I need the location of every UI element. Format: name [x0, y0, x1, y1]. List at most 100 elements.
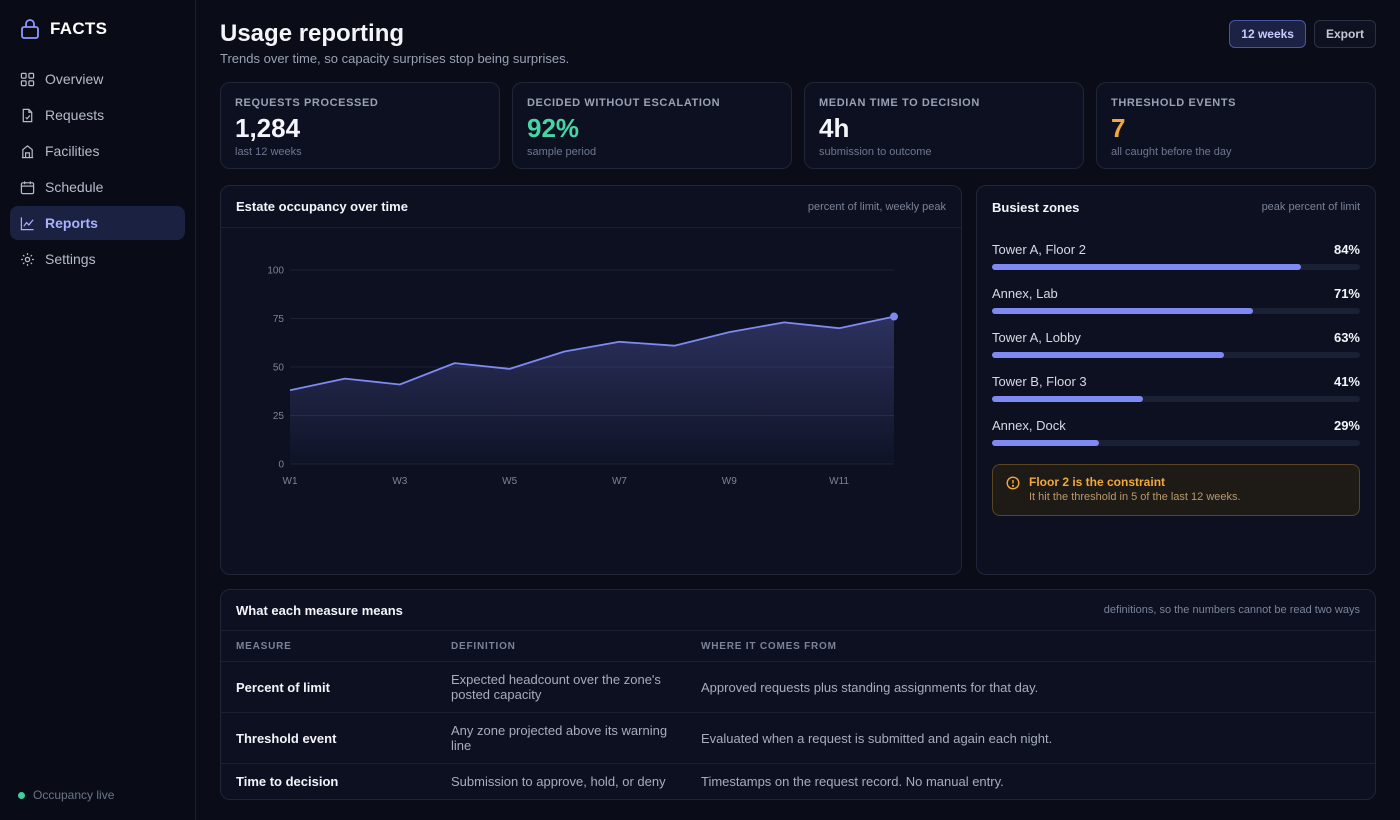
stat-value: 1,284: [235, 113, 301, 143]
stat-label: THRESHOLD EVENTS: [1111, 97, 1237, 109]
zone-bar-track: [992, 396, 1360, 402]
stat-card-requests: REQUESTS PROCESSED 1,284 last 12 weeks: [220, 82, 500, 169]
stat-card-median-time: MEDIAN TIME TO DECISION 4h submission to…: [804, 82, 1084, 169]
export-button[interactable]: Export: [1313, 20, 1376, 48]
zone-percent: 29%: [1333, 418, 1360, 433]
sidebar-item-schedule[interactable]: Schedule: [10, 170, 185, 204]
x-tick-label: W9: [722, 476, 737, 487]
sidebar: FACTS Overview Requests Facilities: [0, 0, 196, 820]
stat-note: all caught before the day: [1111, 146, 1232, 158]
table-header: MEASURE DEFINITION WHERE IT COMES FROM: [221, 631, 1375, 662]
alert-title: Floor 2 is the constraint: [1029, 475, 1166, 489]
zone-name: Tower A, Lobby: [992, 330, 1081, 345]
y-tick-label: 50: [273, 363, 285, 374]
sidebar-item-label: Schedule: [45, 179, 104, 195]
gear-icon: [21, 252, 34, 266]
measure-cell: Percent of limit: [236, 679, 330, 695]
zone-bar-track: [992, 308, 1360, 314]
zone-name: Annex, Lab: [992, 286, 1058, 301]
occupancy-chart-card: Estate occupancy over time percent of li…: [220, 185, 962, 575]
sidebar-item-settings[interactable]: Settings: [10, 242, 185, 276]
definition-cell: Submission to approve, hold, or deny: [451, 774, 666, 789]
x-tick-label: W5: [502, 476, 517, 487]
y-tick-label: 25: [273, 411, 285, 422]
table-row: Time to decision Submission to approve, …: [221, 764, 1375, 799]
header-actions: 12 weeks Export: [1229, 20, 1376, 48]
occupancy-area: [290, 316, 894, 464]
zone-bar-track: [992, 352, 1360, 358]
range-button[interactable]: 12 weeks: [1229, 20, 1306, 48]
column-header-definition: DEFINITION: [451, 640, 516, 652]
table-row: Percent of limit Expected headcount over…: [221, 662, 1375, 713]
measure-cell: Time to decision: [236, 774, 339, 789]
measure-cell: Threshold event: [236, 730, 337, 746]
stat-cards: REQUESTS PROCESSED 1,284 last 12 weeks D…: [220, 82, 1376, 169]
sidebar-item-requests[interactable]: Requests: [10, 98, 185, 132]
zone-percent: 71%: [1333, 286, 1360, 301]
source-cell: Timestamps on the request record. No man…: [701, 774, 1004, 789]
occupancy-line: [289, 315, 895, 392]
page-title: Usage reporting: [220, 20, 405, 47]
zone-bar-fill: [992, 440, 1099, 446]
stat-note: sample period: [527, 146, 597, 158]
card-header: Estate occupancy over time percent of li…: [221, 186, 961, 228]
zone-bar-track: [992, 440, 1360, 446]
stat-label: DECIDED WITHOUT ESCALATION: [527, 97, 721, 109]
zone-name: Tower B, Floor 3: [992, 374, 1087, 389]
card-title: What each measure means: [236, 602, 403, 618]
calendar-icon: [20, 180, 35, 194]
sidebar-item-label: Facilities: [45, 143, 100, 159]
definition-cell: Any zone projected above its warning lin…: [451, 723, 668, 753]
sidebar-item-reports[interactable]: Reports: [10, 206, 185, 240]
stat-note: last 12 weeks: [235, 146, 302, 158]
y-tick-label: 75: [273, 314, 285, 325]
stat-label: MEDIAN TIME TO DECISION: [819, 97, 980, 109]
sidebar-nav: Overview Requests Facilities Schedule Re…: [10, 62, 185, 278]
sidebar-item-label: Overview: [45, 71, 104, 87]
y-tick-label: 100: [267, 266, 284, 277]
occupancy-chart: 0 25 50 75 100 W1 W3 W5 W7 W9 W11: [267, 266, 898, 487]
source-cell: Evaluated when a request is submitted an…: [701, 730, 1053, 746]
stat-value: 92%: [527, 113, 580, 143]
zone-bar-fill: [992, 264, 1302, 270]
sidebar-item-facilities[interactable]: Facilities: [10, 134, 185, 168]
building-icon: [21, 144, 34, 158]
source-cell: Approved requests plus standing assignme…: [701, 679, 1039, 695]
zone-bar-track: [992, 264, 1360, 270]
column-header-source: WHERE IT COMES FROM: [701, 640, 837, 652]
alert-body: It hit the threshold in 5 of the last 12…: [1029, 491, 1241, 503]
zone-row: Tower B, Floor 3 41%: [992, 374, 1360, 402]
zone-bar-fill: [992, 352, 1224, 358]
sidebar-item-overview[interactable]: Overview: [10, 62, 185, 96]
stat-card-escalation: DECIDED WITHOUT ESCALATION 92% sample pe…: [512, 82, 792, 169]
sidebar-item-label: Settings: [45, 251, 96, 267]
stat-value: 7: [1111, 113, 1126, 143]
card-header: Busiest zones peak percent of limit: [977, 186, 1375, 228]
grid-icon: [20, 72, 35, 86]
zone-name: Tower A, Floor 2: [992, 242, 1086, 257]
brand[interactable]: FACTS: [20, 18, 107, 40]
main-content: Usage reporting Trends over time, so cap…: [220, 0, 1376, 820]
x-tick-label: W7: [612, 476, 627, 487]
zone-row: Annex, Dock 29%: [992, 418, 1360, 446]
stat-note: submission to outcome: [819, 146, 932, 158]
zone-row: Tower A, Floor 2 84%: [992, 242, 1360, 270]
stat-card-threshold: THRESHOLD EVENTS 7 all caught before the…: [1096, 82, 1376, 169]
occupancy-live-status: Occupancy live: [18, 788, 114, 802]
column-header-measure: MEASURE: [236, 640, 292, 652]
zone-percent: 63%: [1333, 330, 1360, 345]
lock-icon: [21, 19, 39, 39]
card-header: What each measure means definitions, so …: [221, 590, 1375, 631]
zone-bar-fill: [992, 308, 1254, 314]
x-tick-label: W11: [829, 476, 849, 487]
y-tick-label: 0: [278, 460, 284, 471]
constraint-alert: Floor 2 is the constraint It hit the thr…: [992, 464, 1360, 516]
card-title: Estate occupancy over time: [236, 199, 408, 214]
latest-point[interactable]: [890, 312, 898, 321]
definitions-card: What each measure means definitions, so …: [220, 589, 1376, 800]
page-subtitle: Trends over time, so capacity surprises …: [220, 51, 570, 66]
card-hint: peak percent of limit: [1261, 201, 1360, 213]
brand-name: FACTS: [50, 19, 108, 38]
zone-row: Tower A, Lobby 63%: [992, 330, 1360, 358]
busiest-zones-card: Busiest zones peak percent of limit Towe…: [976, 185, 1376, 575]
